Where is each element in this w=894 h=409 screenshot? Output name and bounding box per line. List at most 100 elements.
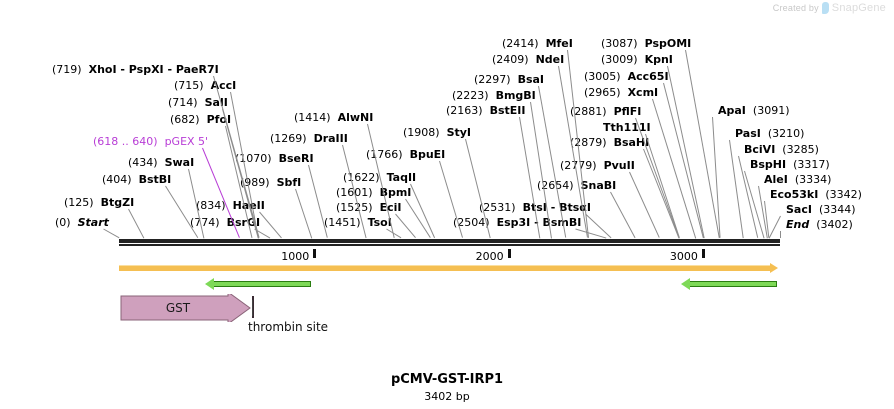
enzyme-label[interactable]: (2504) Esp3I - BsmBI bbox=[453, 217, 581, 228]
enzyme-label[interactable]: (1766) BpuEI bbox=[366, 149, 445, 160]
enzyme-label[interactable]: ApaI (3091) bbox=[718, 105, 789, 116]
plasmid-length: 3402 bp bbox=[424, 390, 470, 403]
enzyme-label[interactable]: (2163) BstEII bbox=[446, 105, 525, 116]
enzyme-name: BtgZI bbox=[100, 196, 135, 209]
enzyme-name: BstEII bbox=[489, 104, 526, 117]
enzyme-name: BtsI - BtsαI bbox=[522, 201, 591, 214]
enzyme-label[interactable]: Eco53kI (3342) bbox=[770, 189, 862, 200]
enzyme-position: (1908) bbox=[403, 126, 440, 139]
enzyme-name: BmgBI bbox=[495, 89, 536, 102]
enzyme-position: (989) bbox=[240, 176, 270, 189]
enzyme-name: BseRI bbox=[278, 152, 314, 165]
enzyme-name: Esp3I - BsmBI bbox=[496, 216, 582, 229]
green-feature-left-arrowhead bbox=[205, 278, 214, 290]
thrombin-site-marker[interactable] bbox=[252, 296, 254, 318]
enzyme-name: SwaI bbox=[164, 156, 195, 169]
enzyme-name: PspOMI bbox=[644, 37, 692, 50]
green-feature-right[interactable] bbox=[689, 281, 777, 287]
enzyme-label[interactable]: (719) XhoI - PspXI - PaeR7I bbox=[52, 64, 219, 75]
enzyme-name: Start bbox=[77, 216, 109, 229]
enzyme-label[interactable]: (682) PfoI bbox=[170, 114, 231, 125]
enzyme-leader-line bbox=[128, 208, 145, 239]
enzyme-position: (2531) bbox=[479, 201, 516, 214]
enzyme-label[interactable]: (2879) BsaHI bbox=[570, 137, 649, 148]
enzyme-position: (714) bbox=[168, 96, 198, 109]
enzyme-label[interactable]: SacI (3344) bbox=[786, 204, 856, 215]
enzyme-label[interactable]: (714) SalI bbox=[168, 97, 228, 108]
enzyme-label[interactable]: (3005) Acc65I bbox=[584, 71, 669, 82]
enzyme-position: (618 .. 640) bbox=[93, 135, 158, 148]
enzyme-label[interactable]: (125) BtgZI bbox=[64, 197, 134, 208]
enzyme-label[interactable]: (2965) XcmI bbox=[584, 87, 658, 98]
enzyme-label[interactable]: (434) SwaI bbox=[128, 157, 194, 168]
enzyme-label[interactable]: (989) SbfI bbox=[240, 177, 301, 188]
enzyme-label[interactable]: (1070) BseRI bbox=[235, 153, 314, 164]
enzyme-position: (1525) bbox=[336, 201, 373, 214]
enzyme-name: SalI bbox=[204, 96, 228, 109]
watermark-prefix: Created by bbox=[772, 3, 819, 13]
enzyme-position: (3344) bbox=[818, 203, 856, 216]
enzyme-label[interactable]: (1525) EciI bbox=[336, 202, 401, 213]
enzyme-label[interactable]: (1414) AlwNI bbox=[294, 112, 373, 123]
enzyme-label[interactable]: (715) AccI bbox=[174, 80, 236, 91]
enzyme-label[interactable]: PasI (3210) bbox=[735, 128, 804, 139]
enzyme-position: (834) bbox=[196, 199, 226, 212]
thrombin-site-label: thrombin site bbox=[248, 320, 329, 334]
enzyme-position: (1070) bbox=[235, 152, 272, 165]
backbone-track[interactable] bbox=[119, 265, 770, 271]
enzyme-position: (3091) bbox=[752, 104, 790, 117]
enzyme-label[interactable]: (2414) MfeI bbox=[502, 38, 573, 49]
enzyme-label[interactable]: (1908) StyI bbox=[403, 127, 471, 138]
ruler-tick-label: 3000 bbox=[669, 250, 698, 263]
enzyme-label[interactable]: (2779) PvuII bbox=[560, 160, 635, 171]
enzyme-name: BpuEI bbox=[409, 148, 446, 161]
enzyme-label[interactable]: (618 .. 640) pGEX 5' bbox=[93, 136, 208, 147]
enzyme-name: AccI bbox=[210, 79, 237, 92]
gst-feature-arrow[interactable]: GST bbox=[120, 294, 252, 322]
enzyme-position: (1414) bbox=[294, 111, 331, 124]
enzyme-label[interactable]: BciVI (3285) bbox=[744, 144, 819, 155]
enzyme-label[interactable]: (2531) BtsI - BtsαI bbox=[479, 202, 591, 213]
enzyme-label[interactable]: (3009) KpnI bbox=[601, 54, 673, 65]
enzyme-label[interactable]: (404) BstBI bbox=[102, 174, 171, 185]
enzyme-name: End bbox=[786, 218, 810, 231]
enzyme-position: (2779) bbox=[560, 159, 597, 172]
ruler-bar bbox=[119, 239, 780, 243]
enzyme-name: MfeI bbox=[545, 37, 573, 50]
enzyme-name: BsrGI bbox=[226, 216, 261, 229]
enzyme-leader-line bbox=[308, 164, 328, 239]
enzyme-label[interactable]: (2409) NdeI bbox=[492, 54, 564, 65]
enzyme-label[interactable]: (774) BsrGI bbox=[190, 217, 260, 228]
enzyme-leader-line bbox=[103, 228, 120, 239]
enzyme-position: (2504) bbox=[453, 216, 490, 229]
enzyme-position: (404) bbox=[102, 173, 132, 186]
enzyme-label[interactable]: (0) Start bbox=[55, 217, 109, 228]
enzyme-label[interactable]: AleI (3334) bbox=[764, 174, 831, 185]
enzyme-label[interactable]: (1622) TaqII bbox=[343, 172, 416, 183]
enzyme-label[interactable]: BspHI (3317) bbox=[750, 159, 830, 170]
enzyme-leader-line bbox=[667, 65, 705, 239]
enzyme-label[interactable]: (834) HaeII bbox=[196, 200, 265, 211]
enzyme-name: BpmI bbox=[379, 186, 412, 199]
enzyme-position: (682) bbox=[170, 113, 200, 126]
enzyme-label[interactable]: (2223) BmgBI bbox=[452, 90, 536, 101]
enzyme-label[interactable]: (2881) PflFI bbox=[570, 106, 641, 117]
enzyme-label[interactable]: (2297) BsaI bbox=[474, 74, 544, 85]
enzyme-label[interactable]: (1451) TsoI bbox=[324, 217, 392, 228]
enzyme-leader-line bbox=[610, 191, 636, 239]
enzyme-label[interactable]: (1601) BpmI bbox=[336, 187, 411, 198]
enzyme-label[interactable]: (3087) PspOMI bbox=[601, 38, 691, 49]
enzyme-position: (0) bbox=[55, 216, 71, 229]
enzyme-label[interactable]: Tth111I bbox=[603, 122, 651, 133]
enzyme-name: Tth111I bbox=[603, 121, 651, 134]
green-feature-left[interactable] bbox=[213, 281, 311, 287]
ruler-bar-shadow bbox=[119, 244, 780, 246]
enzyme-name: BsaI bbox=[517, 73, 545, 86]
enzyme-position: (2965) bbox=[584, 86, 621, 99]
enzyme-label[interactable]: (1269) DraIII bbox=[270, 133, 348, 144]
enzyme-position: (434) bbox=[128, 156, 158, 169]
enzyme-name: pGEX 5' bbox=[164, 135, 209, 148]
enzyme-label[interactable]: End (3402) bbox=[786, 219, 853, 230]
enzyme-name: StyI bbox=[446, 126, 472, 139]
ruler-tick-mark bbox=[507, 249, 511, 258]
